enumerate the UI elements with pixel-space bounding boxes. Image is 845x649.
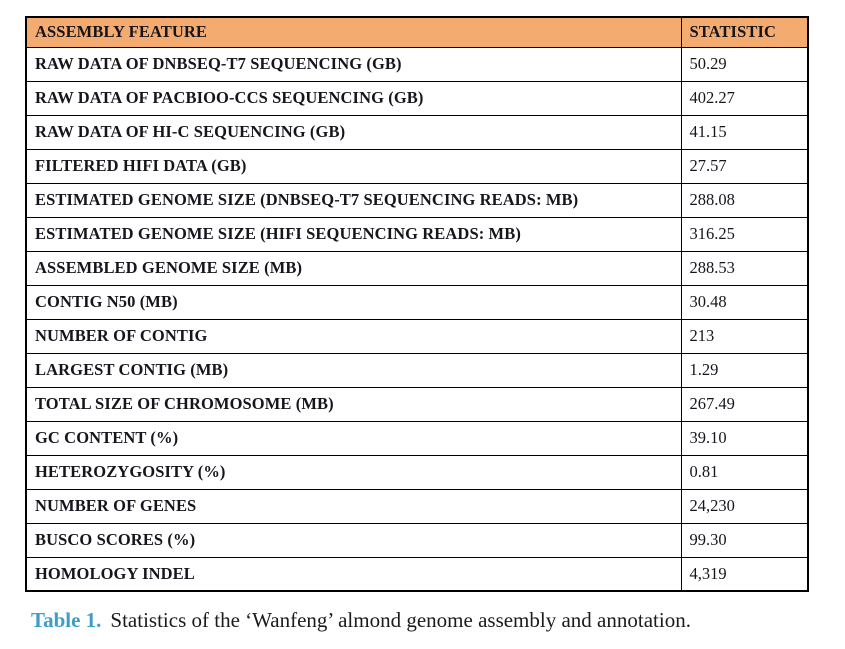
statistic-cell: 27.57: [680, 148, 809, 184]
table-caption-label: Table 1.: [31, 608, 102, 632]
table-row: LARGEST CONTIG (MB) 1.29: [25, 352, 809, 388]
table-row: NUMBER OF CONTIG 213: [25, 318, 809, 354]
table-row: CONTIG N50 (MB) 30.48: [25, 284, 809, 320]
table-row: GC CONTENT (%) 39.10: [25, 420, 809, 456]
assembly-statistics-table: ASSEMBLY FEATURE STATISTIC RAW DATA OF D…: [25, 16, 809, 592]
feature-cell: ASSEMBLED GENOME SIZE (MB): [25, 250, 682, 286]
table-row: FILTERED HIFI DATA (GB) 27.57: [25, 148, 809, 184]
feature-cell: GC CONTENT (%): [25, 420, 682, 456]
feature-cell: HETEROZYGOSITY (%): [25, 454, 682, 490]
table-row: RAW DATA OF DNBSEQ-T7 SEQUENCING (GB) 50…: [25, 46, 809, 82]
statistic-cell: 402.27: [680, 80, 809, 116]
table-row: ESTIMATED GENOME SIZE (DNBSEQ-T7 SEQUENC…: [25, 182, 809, 218]
statistic-cell: 4,319: [680, 556, 809, 592]
table-row: TOTAL SIZE OF CHROMOSOME (MB) 267.49: [25, 386, 809, 422]
statistic-cell: 39.10: [680, 420, 809, 456]
statistic-cell: 24,230: [680, 488, 809, 524]
table-row: HETEROZYGOSITY (%) 0.81: [25, 454, 809, 490]
table-row: ESTIMATED GENOME SIZE (HIFI SEQUENCING R…: [25, 216, 809, 252]
table-row: HOMOLOGY INDEL 4,319: [25, 556, 809, 592]
feature-cell: TOTAL SIZE OF CHROMOSOME (MB): [25, 386, 682, 422]
feature-cell: ESTIMATED GENOME SIZE (HIFI SEQUENCING R…: [25, 216, 682, 252]
statistic-cell: 99.30: [680, 522, 809, 558]
header-row: ASSEMBLY FEATURE STATISTIC: [25, 16, 809, 48]
feature-cell: BUSCO SCORES (%): [25, 522, 682, 558]
feature-cell: RAW DATA OF PACBIOO-CCS SEQUENCING (GB): [25, 80, 682, 116]
statistic-cell: 50.29: [680, 46, 809, 82]
statistic-cell: 213: [680, 318, 809, 354]
statistic-cell: 41.15: [680, 114, 809, 150]
statistic-cell: 288.53: [680, 250, 809, 286]
column-header-statistic: STATISTIC: [680, 16, 809, 48]
feature-cell: FILTERED HIFI DATA (GB): [25, 148, 682, 184]
statistic-cell: 30.48: [680, 284, 809, 320]
statistic-cell: 267.49: [680, 386, 809, 422]
feature-cell: NUMBER OF CONTIG: [25, 318, 682, 354]
table-body: RAW DATA OF DNBSEQ-T7 SEQUENCING (GB) 50…: [25, 46, 809, 592]
statistic-cell: 316.25: [680, 216, 809, 252]
feature-cell: NUMBER OF GENES: [25, 488, 682, 524]
assembly-statistics-table-wrap: ASSEMBLY FEATURE STATISTIC RAW DATA OF D…: [25, 16, 809, 592]
table-row: RAW DATA OF PACBIOO-CCS SEQUENCING (GB) …: [25, 80, 809, 116]
statistic-cell: 288.08: [680, 182, 809, 218]
feature-cell: RAW DATA OF HI-C SEQUENCING (GB): [25, 114, 682, 150]
feature-cell: LARGEST CONTIG (MB): [25, 352, 682, 388]
statistic-cell: 1.29: [680, 352, 809, 388]
table-caption-text: Statistics of the ‘Wanfeng’ almond genom…: [110, 608, 691, 632]
table-row: ASSEMBLED GENOME SIZE (MB) 288.53: [25, 250, 809, 286]
table-row: RAW DATA OF HI-C SEQUENCING (GB) 41.15: [25, 114, 809, 150]
statistic-cell: 0.81: [680, 454, 809, 490]
feature-cell: ESTIMATED GENOME SIZE (DNBSEQ-T7 SEQUENC…: [25, 182, 682, 218]
feature-cell: CONTIG N50 (MB): [25, 284, 682, 320]
table-header: ASSEMBLY FEATURE STATISTIC: [25, 16, 809, 48]
feature-cell: RAW DATA OF DNBSEQ-T7 SEQUENCING (GB): [25, 46, 682, 82]
table-caption: Table 1. Statistics of the ‘Wanfeng’ almo…: [31, 608, 691, 633]
table-row: NUMBER OF GENES 24,230: [25, 488, 809, 524]
column-header-assembly-feature: ASSEMBLY FEATURE: [25, 16, 682, 48]
table-row: BUSCO SCORES (%) 99.30: [25, 522, 809, 558]
feature-cell: HOMOLOGY INDEL: [25, 556, 682, 592]
